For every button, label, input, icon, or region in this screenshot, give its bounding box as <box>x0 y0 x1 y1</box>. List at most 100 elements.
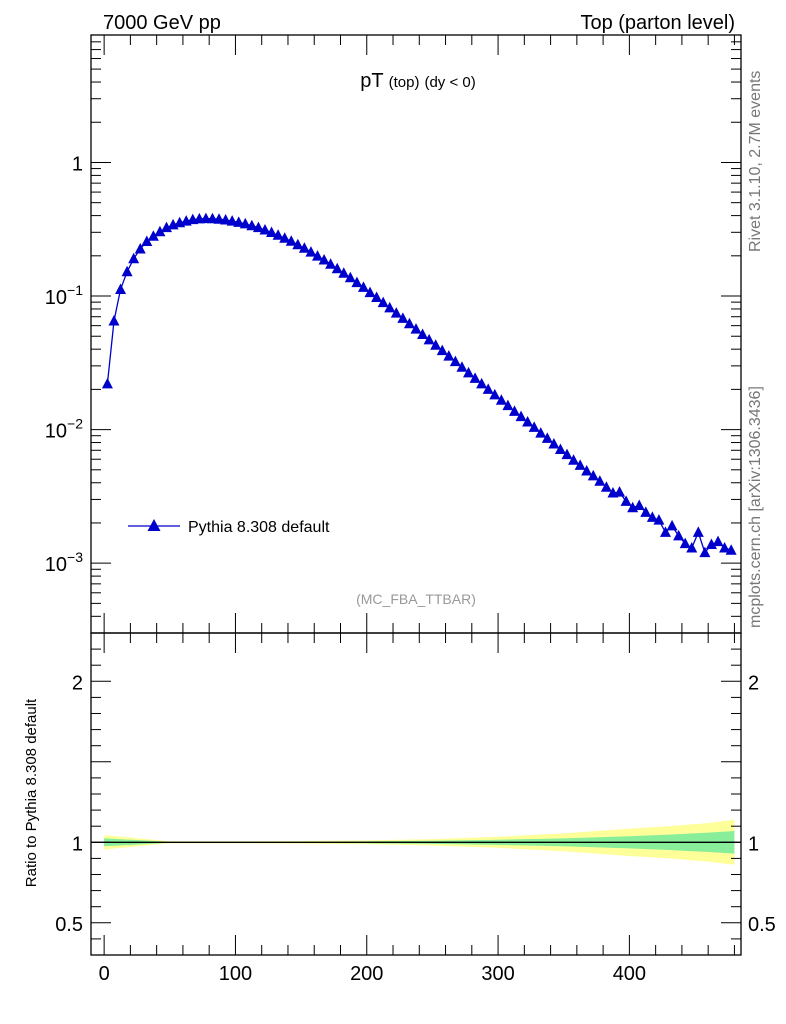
series-marker-54 <box>456 361 468 372</box>
chart-title: pT (top) (dy < 0) <box>360 70 475 92</box>
series-marker-57 <box>476 377 488 389</box>
series-marker-22 <box>246 219 258 231</box>
series-marker-45 <box>397 312 409 323</box>
series-marker-2 <box>115 283 127 294</box>
series-marker-85 <box>659 526 671 537</box>
axis-ticks <box>91 34 741 955</box>
series-marker-32 <box>312 250 324 261</box>
title-condition: (dy < 0) <box>424 74 475 91</box>
analysis-label: (MC_FBA_TTBAR) <box>356 591 476 607</box>
series-marker-46 <box>403 317 415 329</box>
main-panel-frame <box>90 34 742 634</box>
header-left: 7000 GeV pp <box>103 12 221 34</box>
main-ytick-label: 10−2 <box>45 416 83 443</box>
series-marker-38 <box>351 276 363 288</box>
series-marker-91 <box>699 546 711 558</box>
series-marker-1 <box>108 315 120 326</box>
ratio-ytick-label-right: 1 <box>748 833 759 855</box>
main-ytick-label: 10−3 <box>45 549 83 576</box>
series-marker-52 <box>443 350 455 361</box>
series-marker-17 <box>213 213 225 224</box>
series-markers <box>101 212 737 558</box>
series-marker-44 <box>390 307 402 318</box>
ratio-xtick-label: 200 <box>350 963 383 985</box>
series-marker-64 <box>522 415 534 427</box>
series-marker-41 <box>371 291 383 302</box>
series-marker-21 <box>239 217 251 229</box>
series-marker-20 <box>233 216 245 227</box>
series-marker-78 <box>614 486 626 497</box>
series-marker-65 <box>528 421 540 432</box>
series-marker-61 <box>502 399 514 411</box>
series-marker-69 <box>554 443 566 454</box>
series-line-pythia <box>106 217 732 554</box>
series-marker-35 <box>331 262 343 274</box>
series-marker-43 <box>384 301 396 313</box>
series-marker-74 <box>587 469 599 481</box>
series-marker-51 <box>436 344 448 356</box>
main-ytick-label: 1 <box>72 153 83 175</box>
series-marker-86 <box>666 519 678 531</box>
series-marker-50 <box>430 339 442 350</box>
series-marker-71 <box>568 454 580 465</box>
series-marker-40 <box>364 286 376 298</box>
series-marker-66 <box>535 427 547 438</box>
mcplots-label: mcplots.cern.ch [arXiv:1306.3436] <box>747 386 764 628</box>
series-marker-42 <box>377 296 389 308</box>
series-marker-9 <box>161 221 173 233</box>
series-marker-19 <box>226 215 238 226</box>
series-marker-82 <box>640 506 652 517</box>
ratio-ylabel: Ratio to Pythia 8.308 default <box>23 698 40 887</box>
series-marker-81 <box>633 499 645 511</box>
axis-tick-labels: 1 10−1 10−2 10−3 0 100 200 300 400 2 2 1 1 0.5 0.5 <box>45 153 776 985</box>
series-marker-92 <box>705 538 717 549</box>
series-marker-76 <box>600 481 612 492</box>
series-marker-62 <box>508 405 520 416</box>
series-marker-47 <box>410 323 422 334</box>
header-right: Top (parton level) <box>580 12 735 34</box>
series-marker-87 <box>673 529 685 541</box>
series-marker-73 <box>581 464 593 476</box>
series-marker-30 <box>298 242 310 253</box>
series-marker-84 <box>653 514 665 525</box>
title-sub: (top) <box>389 74 420 91</box>
series-marker-4 <box>128 252 140 264</box>
main-ytick-label: 10−1 <box>45 282 83 309</box>
legend-marker <box>147 519 161 531</box>
ratio-xtick-label: 0 <box>99 963 110 985</box>
series-marker-83 <box>646 511 658 522</box>
ratio-ytick-label-left: 2 <box>72 672 83 694</box>
series-marker-59 <box>489 388 501 400</box>
series-marker-18 <box>220 213 232 225</box>
ratio-xtick-label: 300 <box>481 963 514 985</box>
series-marker-39 <box>357 281 369 292</box>
rivet-version-label: Rivet 3.1.10, 2.7M events <box>747 71 764 252</box>
series-marker-68 <box>548 438 560 449</box>
series-marker-60 <box>495 394 507 405</box>
ratio-ytick-label-right: 0.5 <box>748 914 776 936</box>
series-marker-27 <box>279 232 291 243</box>
series-marker-93 <box>712 535 724 547</box>
title-main: pT <box>360 70 383 92</box>
series-marker-3 <box>121 265 133 277</box>
series-marker-58 <box>482 383 494 394</box>
series-marker-7 <box>147 230 159 241</box>
series-marker-33 <box>318 254 330 265</box>
ratio-xtick-label: 400 <box>613 963 646 985</box>
series-marker-37 <box>344 271 356 283</box>
series-marker-49 <box>423 333 435 345</box>
series-marker-56 <box>469 372 481 383</box>
series-marker-53 <box>449 355 461 367</box>
series-marker-89 <box>686 541 698 553</box>
series-marker-5 <box>134 242 146 254</box>
series-marker-34 <box>325 258 337 269</box>
series-marker-26 <box>272 229 284 240</box>
ratio-ytick-label-left: 0.5 <box>55 914 83 936</box>
series-marker-28 <box>285 235 297 246</box>
series-marker-75 <box>594 475 606 486</box>
series-marker-67 <box>541 432 553 443</box>
series-marker-90 <box>692 526 704 537</box>
series-marker-31 <box>305 246 317 257</box>
legend-label: Pythia 8.308 default <box>188 519 330 536</box>
